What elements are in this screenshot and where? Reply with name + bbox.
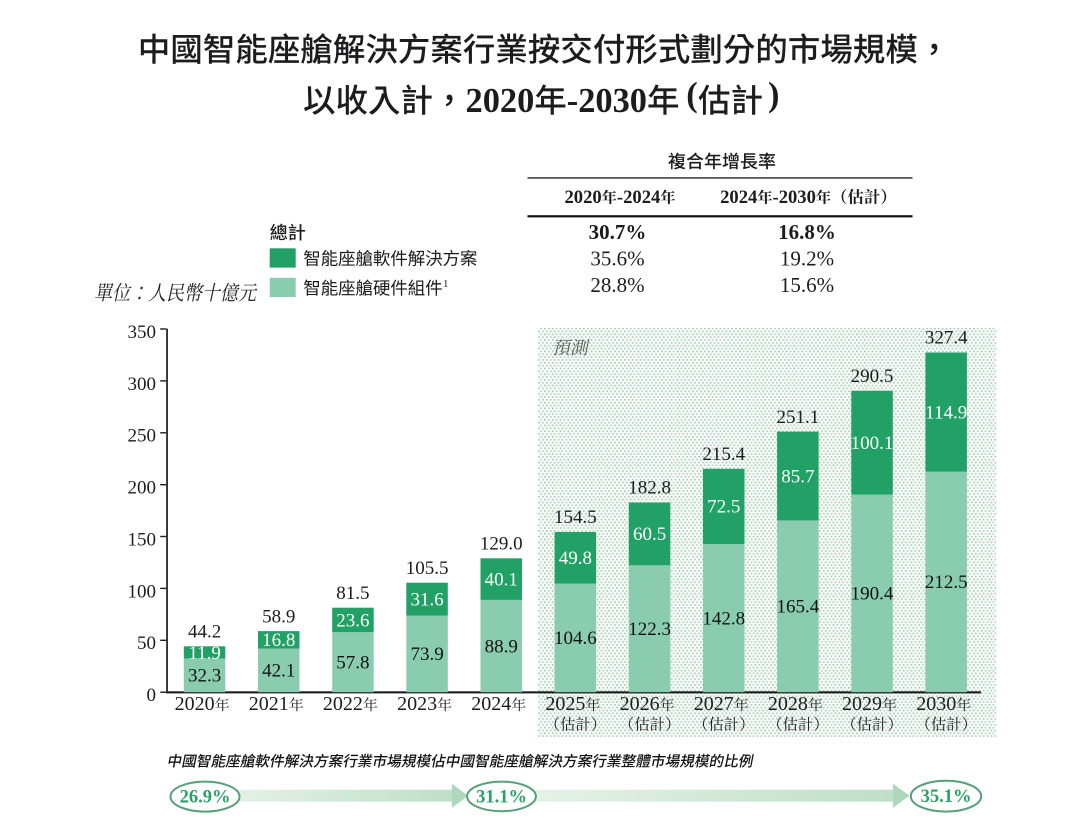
svg-text:142.8: 142.8 <box>702 608 745 629</box>
svg-text:2029: 2029 <box>842 693 882 715</box>
svg-text:290.5: 290.5 <box>851 366 894 387</box>
svg-text:32.3: 32.3 <box>188 666 221 687</box>
svg-text:190.4: 190.4 <box>851 584 894 605</box>
svg-text:44.2: 44.2 <box>188 622 221 643</box>
svg-text:88.9: 88.9 <box>485 636 518 657</box>
svg-text:2024: 2024 <box>471 693 511 715</box>
svg-text:114.9: 114.9 <box>925 402 967 423</box>
svg-text:-: - <box>773 187 779 208</box>
svg-text:251.1: 251.1 <box>777 407 820 428</box>
svg-text:31.1%: 31.1% <box>476 787 527 807</box>
svg-text:35.1%: 35.1% <box>921 787 972 807</box>
svg-text:122.3: 122.3 <box>628 619 671 640</box>
svg-text:200: 200 <box>128 478 157 499</box>
svg-text:350: 350 <box>128 322 157 343</box>
svg-text:31.6: 31.6 <box>410 589 443 610</box>
svg-text:129.0: 129.0 <box>480 534 523 555</box>
svg-text:2030: 2030 <box>916 693 956 715</box>
svg-text:2027: 2027 <box>694 693 734 715</box>
svg-text:-: - <box>567 82 578 120</box>
svg-text:73.9: 73.9 <box>410 644 443 665</box>
svg-text:30.7%: 30.7% <box>589 220 647 244</box>
svg-text:165.4: 165.4 <box>777 597 820 618</box>
svg-text:2020: 2020 <box>565 187 602 208</box>
svg-text:57.8: 57.8 <box>336 653 369 674</box>
svg-text:15.6%: 15.6% <box>780 273 834 297</box>
svg-text:1: 1 <box>443 278 449 290</box>
svg-text:35.6%: 35.6% <box>590 247 644 271</box>
svg-text:2030: 2030 <box>578 82 647 120</box>
svg-text:182.8: 182.8 <box>628 478 671 499</box>
svg-text:327.4: 327.4 <box>925 328 968 349</box>
svg-text:2024: 2024 <box>623 187 660 208</box>
svg-text:300: 300 <box>128 374 157 395</box>
svg-text:212.5: 212.5 <box>925 572 968 593</box>
svg-text:154.5: 154.5 <box>554 507 597 528</box>
svg-text:-: - <box>617 187 623 208</box>
svg-text:16.8%: 16.8% <box>778 220 836 244</box>
svg-text:50: 50 <box>137 633 156 654</box>
svg-text:250: 250 <box>128 426 157 447</box>
svg-text:23.6: 23.6 <box>336 610 369 631</box>
svg-text:81.5: 81.5 <box>336 583 369 604</box>
svg-text:19.2%: 19.2% <box>780 247 834 271</box>
svg-text:40.1: 40.1 <box>485 569 518 590</box>
svg-text:42.1: 42.1 <box>262 661 295 682</box>
svg-text:16.8: 16.8 <box>262 630 295 651</box>
svg-text:215.4: 215.4 <box>702 444 745 465</box>
svg-text:2025: 2025 <box>545 693 585 715</box>
svg-text:2022: 2022 <box>323 693 363 715</box>
svg-text:26.9%: 26.9% <box>180 788 231 808</box>
svg-text:49.8: 49.8 <box>559 548 592 569</box>
svg-text:28.8%: 28.8% <box>590 273 644 297</box>
svg-text:2020: 2020 <box>175 693 215 715</box>
svg-text:2024: 2024 <box>720 187 757 208</box>
svg-text:11.9: 11.9 <box>188 643 221 664</box>
svg-text:2023: 2023 <box>397 693 437 715</box>
svg-text:2021: 2021 <box>249 693 289 715</box>
svg-text:100: 100 <box>128 581 157 602</box>
svg-text:150: 150 <box>128 529 157 550</box>
svg-text:2028: 2028 <box>768 693 808 715</box>
svg-text:105.5: 105.5 <box>406 558 449 579</box>
svg-text:72.5: 72.5 <box>707 497 740 518</box>
svg-text:): ) <box>768 76 779 114</box>
svg-text:0: 0 <box>147 685 157 706</box>
svg-text:60.5: 60.5 <box>633 524 666 545</box>
svg-text:58.9: 58.9 <box>262 606 295 627</box>
svg-text:(: ( <box>686 76 697 114</box>
svg-text:2020: 2020 <box>466 82 535 120</box>
svg-text:104.6: 104.6 <box>554 628 597 649</box>
svg-text:2030: 2030 <box>779 187 816 208</box>
svg-text:85.7: 85.7 <box>781 466 814 487</box>
svg-text:2026: 2026 <box>620 693 660 715</box>
svg-text:100.1: 100.1 <box>851 433 894 454</box>
